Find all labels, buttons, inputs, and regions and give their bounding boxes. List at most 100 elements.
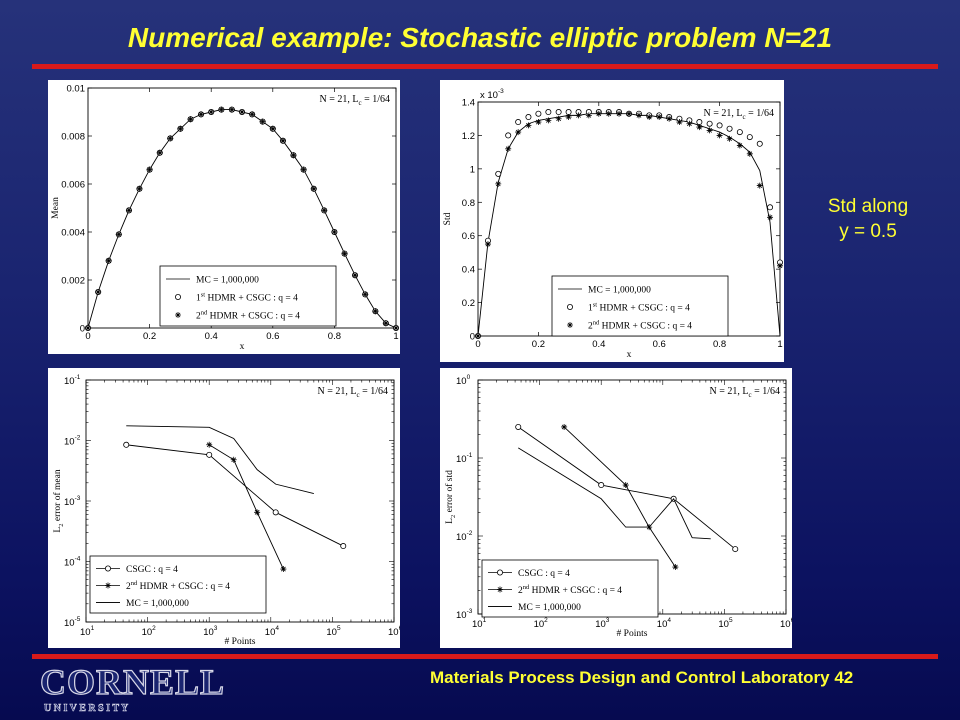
x-tick-label: 0.2 (143, 331, 156, 342)
data-point-series-3 (575, 112, 582, 119)
data-point-series-3 (605, 110, 612, 117)
y-axis-label: L2 error of std (444, 470, 457, 524)
x-tick-label: 102 (142, 625, 157, 638)
chart-std-panel: 0 0.2 0.4 0.6 0.8 1 0 0.2 0.4 0.6 0.8 1 1.2 1.4 N = 21… (440, 80, 784, 362)
y-tick-label: 0.008 (61, 132, 85, 143)
data-point-series-2 (696, 119, 703, 126)
series-line-2 (563, 426, 676, 568)
chart-error-mean-panel: 101 102 103 104 105 106 10-5 10-4 10-3 10-2 10-1 N … (48, 368, 400, 648)
data-point-series-3 (249, 111, 256, 118)
chart-error-std-panel: 101 102 103 104 105 106 10-3 10-2 10-1 100 N = 21,… (440, 368, 792, 648)
x-tick-label: 0.8 (328, 331, 341, 342)
data-point-series-2 (746, 134, 753, 141)
x-tick-label: 0.2 (532, 339, 545, 350)
data-point-series-3 (726, 135, 733, 142)
side-note-line1: Std along (827, 196, 909, 217)
y-axis-label: Std (443, 212, 453, 225)
data-point-series-2 (525, 114, 532, 121)
data-point-series-3 (136, 185, 143, 192)
data-point-series-3 (686, 120, 693, 127)
chart-std: 0 0.2 0.4 0.6 0.8 1 0 0.2 0.4 0.6 0.8 1 1.2 1.4 N = 21… (443, 88, 783, 360)
y-tick-label: 0.4 (462, 265, 475, 276)
data-point-series-3 (187, 116, 194, 123)
data-point-series-3 (239, 109, 245, 115)
chart-error-mean: 101 102 103 104 105 106 10-5 10-4 10-3 10-2 10-1 N … (52, 374, 400, 647)
data-point-series-1 (732, 546, 739, 553)
y-tick-label: 1.4 (462, 98, 475, 109)
data-point-series-3 (105, 257, 112, 264)
data-point-series-3 (515, 129, 522, 136)
data-point-series-3 (115, 231, 122, 238)
data-point-series-1 (598, 482, 605, 489)
top-divider (32, 64, 938, 69)
legend-marker (497, 569, 504, 576)
x-axis-label: x (627, 350, 632, 360)
data-point-series-3 (595, 110, 602, 117)
legend-marker (175, 293, 182, 300)
legend-box (551, 275, 729, 337)
x-tick-label: 0 (475, 339, 480, 350)
data-point-series-3 (646, 114, 653, 121)
x-tick-label: 104 (265, 625, 280, 638)
legend-marker (105, 565, 112, 572)
x-tick-label: 105 (326, 625, 341, 638)
data-point-series-2 (622, 482, 629, 489)
y-tick-label: 10-2 (456, 530, 473, 543)
data-point-series-2 (254, 509, 261, 516)
chart-annotation: N = 21, Lc = 1/64 (319, 94, 390, 107)
y-tick-label: 1.2 (462, 131, 475, 142)
data-point-series-3 (156, 149, 163, 156)
x-tick-label: 106 (388, 625, 400, 638)
chart-error-std: 101 102 103 104 105 106 10-3 10-2 10-1 100 N = 21,… (444, 374, 792, 639)
y-tick-label: 0.006 (61, 180, 85, 191)
data-point-series-3 (777, 262, 783, 269)
x-tick-label: 103 (595, 617, 610, 630)
y-tick-label: 0.6 (462, 231, 475, 242)
data-point-series-3 (85, 325, 91, 331)
data-point-series-2 (206, 441, 213, 448)
page-number: 42 (834, 668, 854, 687)
y-tick-label: 10-3 (456, 608, 473, 621)
data-point-series-2 (561, 423, 568, 430)
x-axis-label: # Points (617, 629, 648, 639)
y-tick-label: 100 (456, 374, 471, 387)
series-line-1 (126, 444, 344, 547)
legend-label: MC = 1,000,000 (196, 276, 259, 286)
x-tick-label: 104 (657, 617, 672, 630)
data-point-series-3 (505, 145, 512, 152)
data-point-series-3 (382, 320, 389, 327)
data-point-series-1 (206, 451, 213, 458)
data-point-series-3 (300, 166, 307, 173)
data-point-series-3 (767, 214, 774, 221)
x-tick-label: 0.6 (266, 331, 279, 342)
side-note-line2: y = 0.5 (839, 221, 897, 242)
data-point-series-2 (555, 109, 562, 116)
data-point-series-3 (616, 110, 623, 117)
bottom-divider (32, 654, 938, 659)
data-point-series-2 (726, 125, 733, 132)
data-point-series-3 (716, 132, 723, 139)
y-tick-label: 0.002 (61, 276, 85, 287)
x-tick-label: 0.4 (592, 339, 605, 350)
data-point-series-2 (756, 140, 763, 147)
cornell-logo-image: CORNELL U N I V E R S I T Y (39, 661, 224, 714)
footer: Materials Process Design and Control Lab… (430, 668, 853, 688)
data-point-series-3 (525, 122, 532, 129)
legend-label: 2nd HDMR + CSGC : q = 4 (126, 580, 230, 592)
data-point-series-2 (505, 132, 512, 139)
y-tick-label: 0.2 (462, 298, 475, 309)
x-axis-label: # Points (225, 637, 256, 647)
y-tick-label: 10-2 (64, 435, 81, 448)
data-point-series-2 (672, 564, 679, 571)
y-tick-label: 10-5 (64, 616, 81, 629)
svg-text:U N I V E R S I T Y: U N I V E R S I T Y (44, 703, 129, 714)
x-tick-label: 101 (80, 625, 95, 638)
data-point-series-3 (565, 114, 572, 121)
x-tick-label: 106 (780, 617, 792, 630)
legend-marker (567, 303, 574, 310)
data-point-series-3 (95, 289, 102, 295)
data-point-series-3 (545, 117, 552, 124)
data-point-series-2 (736, 129, 743, 136)
y-exponent-label: x 10-3 (480, 88, 504, 101)
x-tick-label: 101 (472, 617, 487, 630)
